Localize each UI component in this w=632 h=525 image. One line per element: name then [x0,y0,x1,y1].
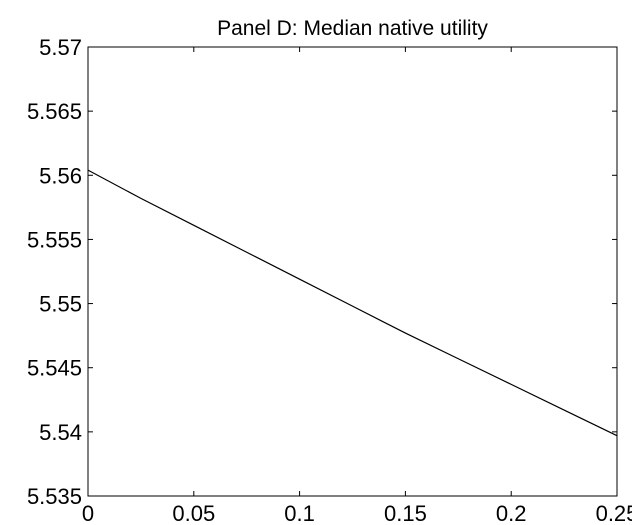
y-tick-label: 5.545 [27,356,82,381]
x-tick-label: 0.25 [596,501,632,525]
tick-marks [87,46,618,497]
x-tick-label: 0.1 [284,501,315,525]
series-line [87,169,618,437]
y-tick-label: 5.56 [39,163,82,188]
y-tick-label: 5.555 [27,227,82,252]
x-tick-label: 0.05 [172,501,215,525]
x-tick-label: 0.2 [496,501,527,525]
plot-area [87,46,618,497]
x-tick-label: 0 [82,501,94,525]
y-axis-tick-labels: 5.535 5.54 5.545 5.55 5.555 5.56 5.565 5.57 [27,35,82,509]
y-tick-label: 5.54 [39,420,82,445]
chart-title: Panel D: Median native utility [217,17,488,40]
y-tick-label: 5.535 [27,484,82,509]
x-tick-label: 0.15 [384,501,427,525]
y-tick-label: 5.57 [39,35,82,60]
x-axis-tick-labels: 0 0.05 0.1 0.15 0.2 0.25 [82,501,632,525]
y-tick-label: 5.565 [27,99,82,124]
y-tick-label: 5.55 [39,292,82,317]
series-group [87,169,618,437]
